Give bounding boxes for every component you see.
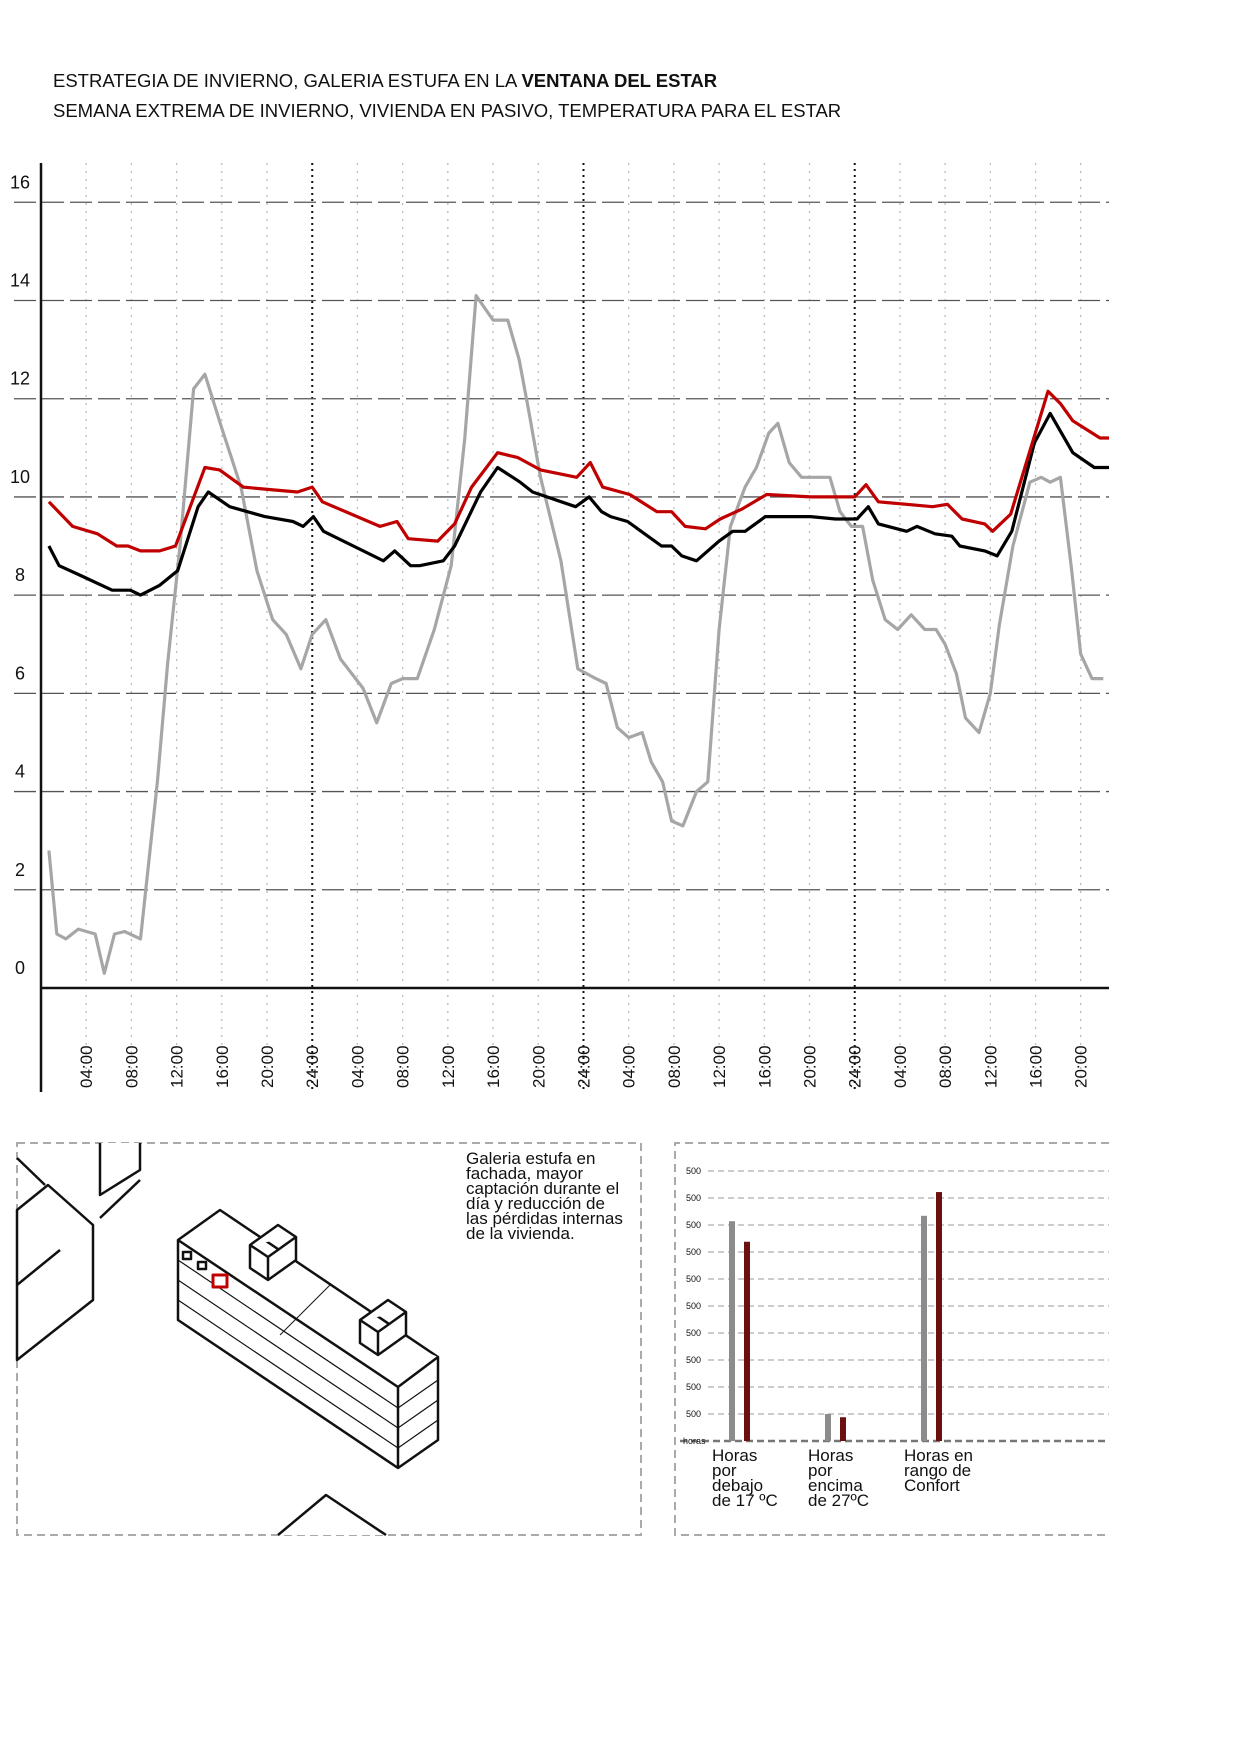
category-label: Horas en rango de Confort [904,1446,973,1495]
x-tick-label: 20:00 [529,1045,548,1088]
y-tick-label: 500 [686,1193,701,1203]
x-tick-label: 12:00 [981,1045,1000,1088]
y-tick-label: 500 [686,1409,701,1419]
category-label: Horas por debajo de 17 ºC [712,1446,778,1510]
x-tick-label: 16:00 [755,1045,774,1088]
y-tick-label: horas [683,1436,706,1446]
x-tick-label: 08:00 [665,1045,684,1088]
x-tick-label: 04:00 [77,1045,96,1088]
x-tick-label: 16:00 [1027,1045,1046,1088]
x-tick-label: 08:00 [936,1045,955,1088]
x-tick-label: 12:00 [168,1045,187,1088]
caption: Galeria estufa en fachada, mayor captaci… [466,1149,623,1243]
series-line [47,411,1109,597]
x-tick-label: 12:00 [710,1045,729,1088]
bar [744,1241,750,1441]
series-line [47,294,1104,975]
x-tick-label: 20:00 [258,1045,277,1088]
x-tick-label: 20:00 [801,1045,820,1088]
x-tick-label: 16:00 [213,1045,232,1088]
building-drawing [15,1143,440,1537]
y-tick-label: 14 [10,271,30,291]
y-tick-label: 0 [15,958,25,978]
y-tick-label: 500 [686,1328,701,1338]
y-tick-label: 500 [686,1382,701,1392]
x-tick-label: 04:00 [891,1045,910,1088]
x-tick-label: 16:00 [484,1045,503,1088]
title-text: ESTRATEGIA DE INVIERNO, GALERIA ESTUFA E… [53,70,517,91]
bar [936,1192,942,1441]
y-tick-label: 4 [15,762,25,782]
subtitle: SEMANA EXTREMA DE INVIERNO, VIVIENDA EN … [53,100,842,121]
y-tick-label: 16 [10,172,30,192]
x-tick-label: 04:00 [348,1045,367,1088]
bar [825,1414,831,1441]
title: ESTRATEGIA DE INVIERNO, GALERIA ESTUFA E… [53,70,717,92]
x-tick-label: 24:00 [303,1045,322,1088]
series-line [47,389,1109,553]
y-tick-label: 500 [686,1247,701,1257]
x-tick-label: 24:00 [574,1045,593,1088]
y-tick-label: 10 [10,467,30,487]
x-tick-label: 04:00 [620,1045,639,1088]
y-tick-label: 500 [686,1166,701,1176]
y-tick-label: 500 [686,1355,701,1365]
y-tick-label: 6 [15,663,25,683]
y-tick-label: 8 [15,565,25,585]
bar [921,1215,927,1441]
x-tick-label: 08:00 [394,1045,413,1088]
title-bold: VENTANA DEL ESTAR [521,70,718,91]
x-tick-label: 12:00 [439,1045,458,1088]
x-tick-label: 24:00 [846,1045,865,1088]
x-tick-label: 08:00 [122,1045,141,1088]
y-tick-label: 2 [15,860,25,880]
bar [729,1221,735,1441]
y-tick-label: 500 [686,1274,701,1284]
y-tick-label: 500 [686,1301,701,1311]
y-tick-label: 12 [10,369,30,389]
bar [840,1417,846,1441]
x-tick-label: 20:00 [1072,1045,1091,1088]
category-label: Horas por encima de 27ºC [808,1446,870,1510]
y-tick-label: 500 [686,1220,701,1230]
